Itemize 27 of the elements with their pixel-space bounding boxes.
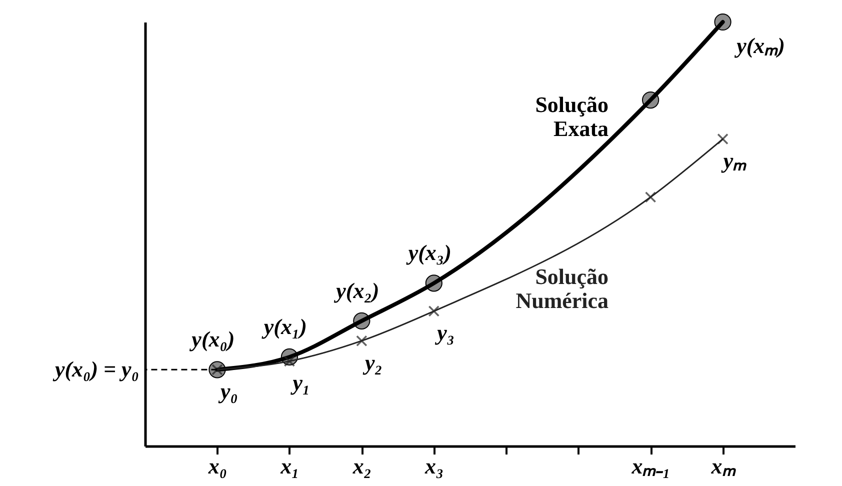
annotation: y₀ [218, 378, 238, 404]
ref-line-label: y(x₀) = y₀ [52, 356, 139, 382]
x-tick-label: x₁ [280, 454, 300, 478]
point [714, 13, 732, 31]
x-tick-label: x₂ [352, 454, 372, 478]
annotation: y(x₁) [260, 314, 307, 339]
series-label: Solução Numérica [516, 264, 609, 314]
annotation: y₃ [434, 320, 455, 346]
annotation: y(x₀) [188, 326, 235, 352]
annotation: yₘ [720, 148, 748, 174]
point [356, 335, 368, 346]
point [644, 191, 656, 203]
point [353, 312, 370, 330]
annotation: y(x₂) [333, 278, 380, 303]
point [425, 274, 442, 292]
x-tick-label: x₀ [207, 454, 228, 478]
annotation: y(x₃) [405, 240, 452, 266]
x-tick-label: xₘ₋₁ [630, 454, 670, 478]
x-tick-label: x₃ [424, 454, 444, 478]
annotation: y₁ [290, 370, 310, 396]
series-label: Solução Exata [535, 92, 609, 142]
x-tick-label: xₘ [710, 454, 736, 478]
annotation: y(xₘ) [734, 33, 785, 58]
point [428, 306, 440, 317]
point [642, 91, 660, 109]
point [717, 133, 728, 145]
annotation: y₂ [362, 350, 382, 375]
